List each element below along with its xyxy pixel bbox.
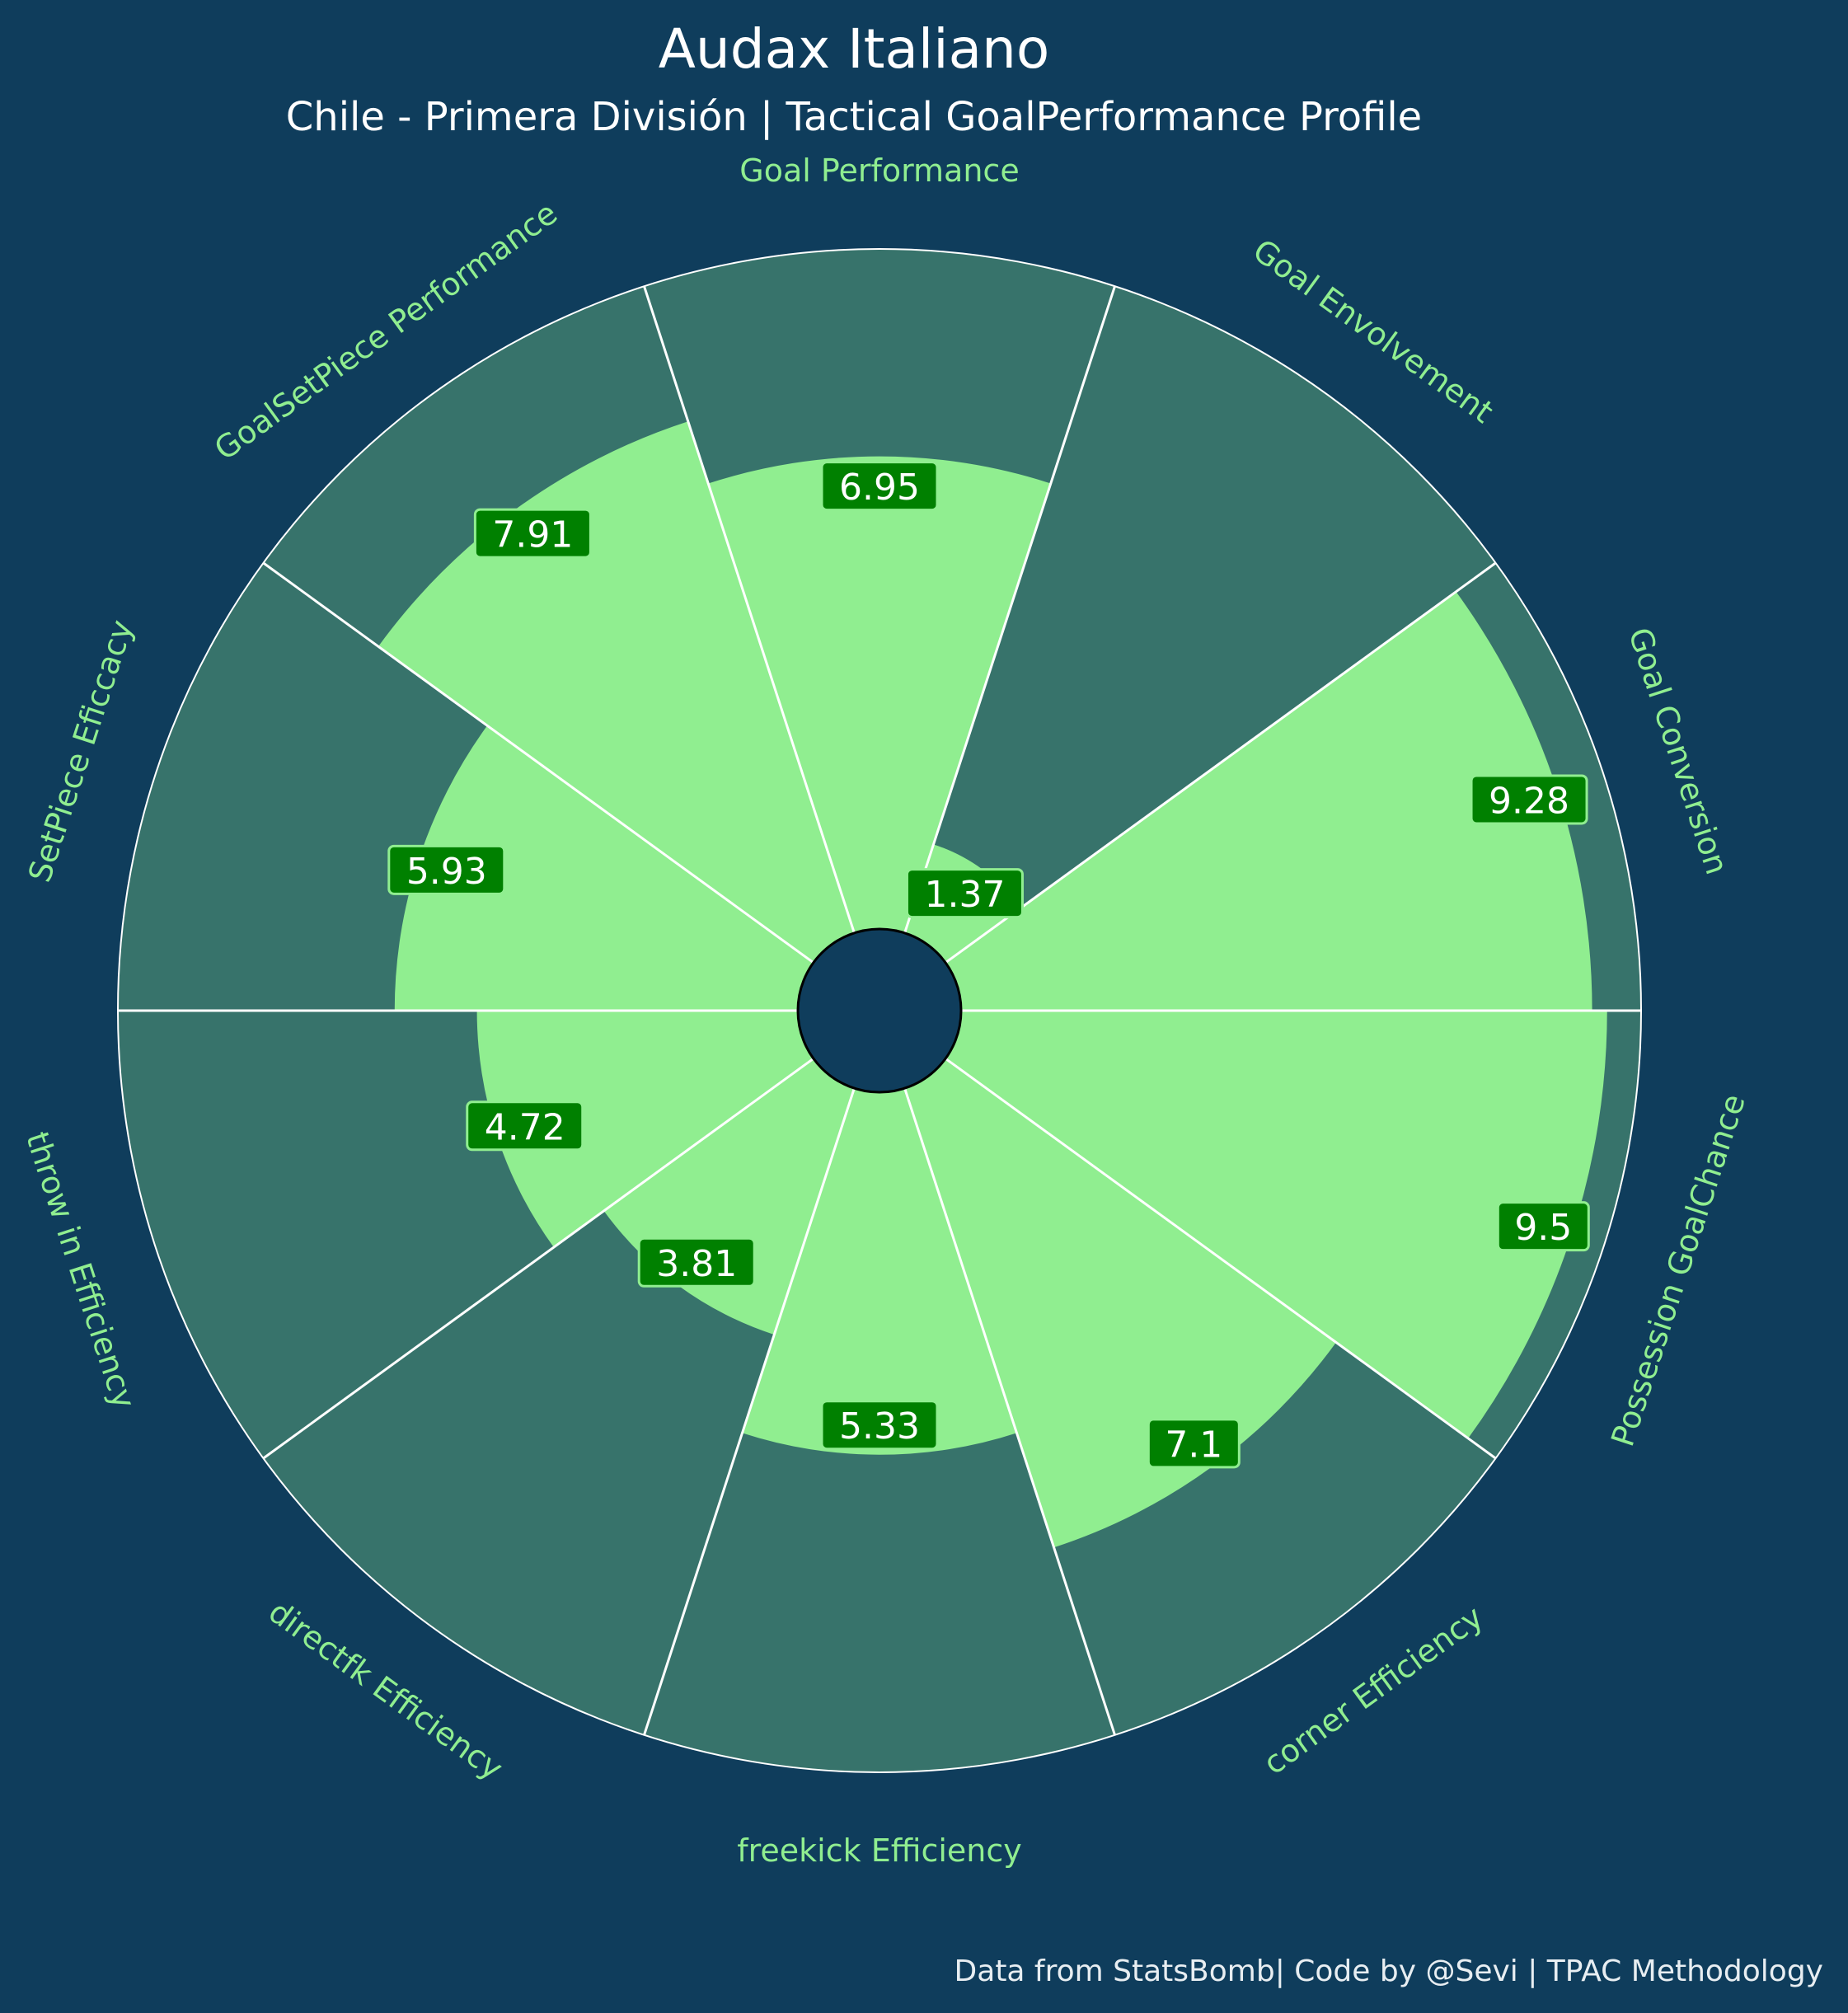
value-label: 5.33 bbox=[820, 1400, 939, 1451]
category-label: SetPiece Eficcacy bbox=[21, 616, 140, 887]
outer-ring bbox=[117, 248, 1642, 1773]
category-label: Goal Performance bbox=[739, 152, 1019, 189]
value-label: 5.93 bbox=[387, 844, 506, 895]
value-label: 1.37 bbox=[905, 868, 1024, 919]
category-label: Goal Conversion bbox=[1621, 623, 1735, 879]
category-label: freekick Efficiency bbox=[737, 1832, 1022, 1869]
value-label: 4.72 bbox=[466, 1100, 584, 1152]
slice-divider bbox=[262, 1057, 814, 1460]
slice-divider bbox=[643, 1087, 856, 1736]
value-label-box bbox=[1496, 1201, 1590, 1252]
slice-divider bbox=[262, 561, 814, 964]
value-label-box bbox=[1147, 1418, 1241, 1469]
value-label-box bbox=[473, 508, 592, 559]
value-label: 7.91 bbox=[473, 508, 592, 559]
value-label-text: 7.1 bbox=[1165, 1424, 1222, 1466]
slice-dividers bbox=[117, 248, 1642, 1773]
slice-divider bbox=[903, 285, 1116, 934]
value-label-box bbox=[820, 461, 939, 512]
slice-divider bbox=[903, 1087, 1116, 1736]
background-slice bbox=[904, 286, 1496, 963]
value-label-text: 9.28 bbox=[1489, 780, 1569, 822]
value-labels: 6.95 1.37 9.28 9.5 7.1 5.33 3.81 4.72 5.93 7.91 bbox=[387, 461, 1590, 1469]
value-label-text: 9.5 bbox=[1514, 1207, 1572, 1249]
value-slice bbox=[742, 1088, 1017, 1455]
value-label: 9.28 bbox=[1470, 774, 1588, 825]
value-label-text: 7.91 bbox=[492, 514, 573, 556]
chart-title: Audax Italiano bbox=[659, 17, 1049, 81]
center-circle bbox=[796, 927, 963, 1094]
value-slice bbox=[394, 725, 814, 1011]
value-slice bbox=[476, 1011, 814, 1248]
value-slice bbox=[945, 591, 1592, 1011]
category-label: throw in Efficiency bbox=[19, 1128, 143, 1413]
slice-divider bbox=[945, 561, 1497, 964]
value-label-box bbox=[387, 844, 506, 895]
value-slice bbox=[945, 1011, 1607, 1438]
slice-divider bbox=[643, 285, 856, 934]
value-label-text: 4.72 bbox=[485, 1106, 565, 1148]
value-label-box bbox=[905, 868, 1024, 919]
value-label-text: 3.81 bbox=[656, 1243, 737, 1285]
value-label: 7.1 bbox=[1147, 1418, 1241, 1469]
value-label-text: 5.93 bbox=[406, 851, 487, 893]
value-slice bbox=[708, 456, 1051, 933]
footer-credit: Data from StatsBomb| Code by @Sevi | TPA… bbox=[954, 1954, 1823, 1988]
chart-subtitle: Chile - Primera División | Tactical Goal… bbox=[286, 94, 1422, 140]
slice-divider bbox=[945, 1057, 1497, 1460]
value-label-text: 1.37 bbox=[924, 874, 1005, 916]
value-label: 3.81 bbox=[637, 1236, 756, 1288]
value-label-text: 6.95 bbox=[839, 467, 920, 509]
value-label: 6.95 bbox=[820, 461, 939, 512]
value-label-box bbox=[637, 1236, 756, 1288]
value-label: 9.5 bbox=[1496, 1201, 1590, 1252]
value-label-box bbox=[1470, 774, 1588, 825]
value-label-box bbox=[820, 1400, 939, 1451]
value-label-text: 5.33 bbox=[839, 1405, 920, 1448]
value-label-box bbox=[466, 1100, 584, 1152]
